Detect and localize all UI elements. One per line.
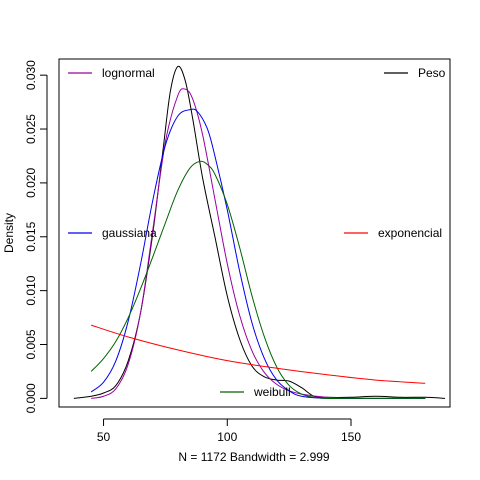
legend-layer: Peso lognormal gaussiana weibull exponencial [68,66,446,399]
y-tick-label: 0.010 [24,275,38,305]
x-tick-label: 150 [341,430,361,444]
y-tick-label: 0.005 [24,329,38,359]
legend-item-exponencial: exponencial [344,226,442,240]
legend-label: lognormal [102,66,155,80]
legend-item-gaussiana: gaussiana [68,226,157,240]
y-tick-label: 0.015 [24,221,38,251]
series-line-gaussiana [91,109,425,398]
legend-item-Peso: Peso [384,66,446,80]
x-tick-label: 100 [217,430,237,444]
y-tick-label: 0.000 [24,383,38,413]
y-axis-label: Density [2,213,16,253]
legend-label: weibull [253,385,291,399]
y-tick-label: 0.020 [24,168,38,198]
series-line-lognormal [91,89,425,399]
axes: 50 100 150 0.000 0.005 0.010 0.015 0.020 0.025 0.… [24,59,450,444]
legend-label: exponencial [378,226,442,240]
legend-item-lognormal: lognormal [68,66,155,80]
x-axis-label: N = 1172 Bandwidth = 2.999 [178,450,330,464]
legend-label: gaussiana [102,226,157,240]
x-tick-label: 50 [97,430,111,444]
legend-label: Peso [418,66,446,80]
y-tick-label: 0.030 [24,60,38,90]
series-line-exponencial [91,325,425,383]
y-tick-label: 0.025 [24,114,38,144]
legend-item-weibull: weibull [220,385,291,399]
